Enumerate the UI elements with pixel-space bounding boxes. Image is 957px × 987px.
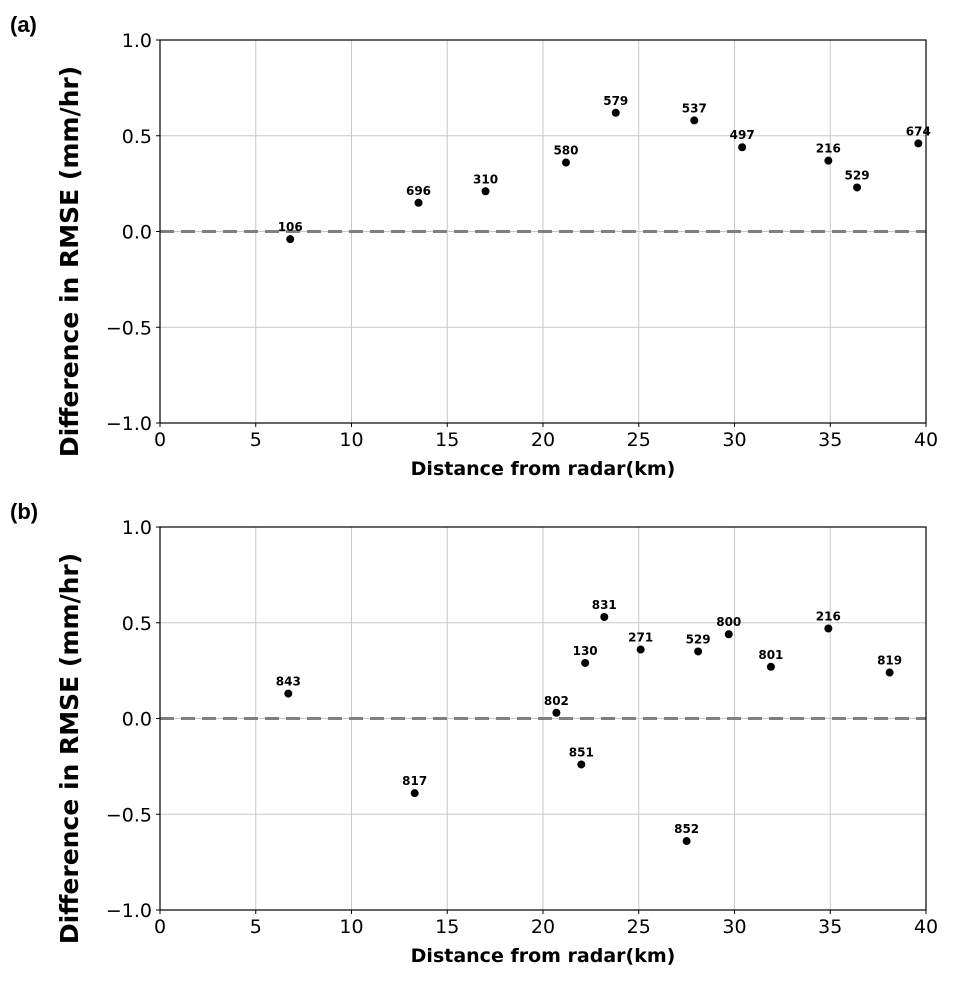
panel-label: (b) — [10, 499, 38, 524]
y-tick-label: 1.0 — [122, 30, 152, 52]
y-axis-title: Difference in RMSE (mm/hr) — [55, 553, 84, 944]
data-point-label: 831 — [592, 598, 617, 612]
data-point — [824, 624, 833, 633]
data-point-label: 674 — [906, 124, 931, 138]
data-point — [682, 837, 691, 846]
data-point — [824, 156, 833, 165]
data-point-label: 852 — [674, 822, 699, 836]
data-point — [410, 789, 419, 798]
data-point-label: 529 — [686, 632, 711, 646]
data-point — [853, 183, 862, 192]
data-point-label: 216 — [816, 142, 841, 156]
data-point — [766, 662, 775, 671]
x-tick-label: 10 — [339, 429, 363, 451]
x-tick-label: 0 — [154, 429, 166, 451]
x-tick-label: 0 — [154, 916, 166, 938]
y-tick-label: −1.0 — [106, 413, 152, 435]
x-tick-label: 20 — [531, 429, 555, 451]
data-point-label: 497 — [730, 128, 755, 142]
x-tick-label: 20 — [531, 916, 555, 938]
x-tick-label: 25 — [627, 429, 651, 451]
y-tick-label: 0.5 — [122, 126, 152, 148]
y-tick-label: 0.0 — [122, 222, 152, 244]
x-tick-label: 35 — [818, 916, 842, 938]
data-point-label: 851 — [569, 745, 594, 759]
data-point-label: 802 — [544, 694, 569, 708]
y-tick-label: 0.0 — [122, 709, 152, 731]
y-axis-title: Difference in RMSE (mm/hr) — [55, 66, 84, 457]
y-tick-label: −1.0 — [106, 900, 152, 922]
chart-panel-a: (a) 0 5 10 15 20 25 30 35 40 1.0 0.5 0.0 −0.5 −1.0 106 6… — [10, 12, 938, 480]
plot-frame — [159, 526, 927, 911]
data-point-label: 216 — [816, 609, 841, 623]
data-point-label: 819 — [877, 654, 902, 668]
x-tick-label: 5 — [250, 916, 262, 938]
data-point — [481, 187, 490, 196]
x-tick-label: 5 — [250, 429, 262, 451]
data-point-label: 817 — [402, 774, 427, 788]
data-point — [636, 645, 645, 654]
data-point — [600, 613, 609, 622]
plot-frame — [159, 39, 927, 424]
data-point-label: 271 — [628, 631, 653, 645]
x-axis-title: Distance from radar(km) — [411, 458, 676, 480]
chart-panel-b: (b) 0 5 10 15 20 25 30 35 40 1.0 0.5 0.0 −0.5 −1.0 843 8… — [10, 499, 938, 967]
x-tick-label: 10 — [339, 916, 363, 938]
x-axis-title: Distance from radar(km) — [411, 945, 676, 967]
data-point — [552, 708, 561, 717]
y-tick-label: 0.5 — [122, 613, 152, 635]
data-point-label: 529 — [845, 168, 870, 182]
data-point-label: 801 — [758, 648, 783, 662]
y-tick-label: 1.0 — [122, 517, 152, 539]
x-tick-label: 30 — [722, 429, 746, 451]
data-point-label: 130 — [573, 644, 598, 658]
data-point — [724, 630, 733, 639]
data-point-label: 800 — [716, 615, 741, 629]
data-point — [581, 658, 590, 667]
x-tick-label: 35 — [818, 429, 842, 451]
x-tick-label: 15 — [435, 916, 459, 938]
y-tick-label: −0.5 — [106, 804, 152, 826]
data-point-label: 843 — [276, 675, 301, 689]
data-point-label: 310 — [473, 172, 498, 186]
data-point — [738, 143, 747, 152]
x-tick-label: 40 — [914, 916, 938, 938]
data-point — [611, 108, 620, 117]
data-point — [561, 158, 570, 167]
data-point-label: 537 — [682, 101, 707, 115]
data-point-label: 579 — [603, 94, 628, 108]
x-tick-label: 30 — [722, 916, 746, 938]
data-point — [694, 647, 703, 656]
data-point-label: 580 — [553, 144, 578, 158]
panel-label: (a) — [10, 12, 37, 37]
data-point-label: 696 — [406, 184, 431, 198]
data-point-label: 106 — [278, 220, 303, 234]
data-point — [414, 198, 423, 207]
data-point — [885, 668, 894, 677]
x-tick-label: 25 — [627, 916, 651, 938]
data-point — [914, 139, 923, 148]
x-tick-label: 15 — [435, 429, 459, 451]
data-point — [577, 760, 586, 769]
x-tick-label: 40 — [914, 429, 938, 451]
y-tick-label: −0.5 — [106, 317, 152, 339]
data-point — [286, 235, 295, 244]
data-point — [284, 689, 293, 698]
data-point — [690, 116, 699, 125]
